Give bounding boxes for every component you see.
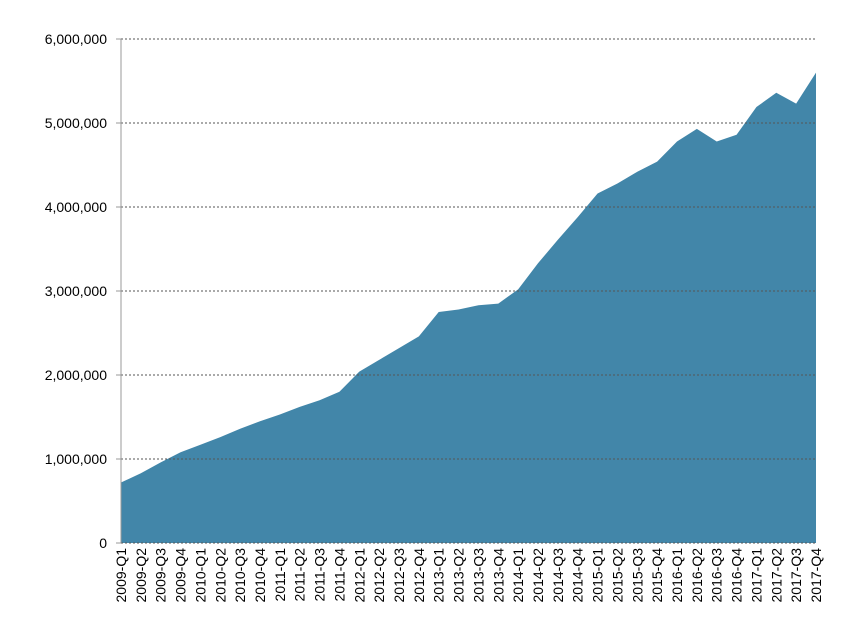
x-tick-label: 2011-Q2: [292, 548, 308, 602]
x-tick-label: 2015-Q2: [609, 548, 625, 603]
x-tick-label: 2017-Q3: [788, 548, 804, 603]
x-tick-label: 2015-Q4: [649, 548, 665, 603]
x-tick-label: 2012-Q2: [371, 548, 387, 603]
x-tick-label: 2010-Q3: [232, 548, 248, 603]
x-tick-label: 2012-Q3: [391, 548, 407, 603]
y-tick-label: 2,000,000: [45, 367, 107, 383]
x-tick-label: 2016-Q2: [689, 548, 705, 603]
x-tick-label: 2016-Q4: [729, 548, 745, 603]
x-tick-label: 2013-Q2: [451, 548, 467, 603]
x-tick-label: 2009-Q1: [113, 548, 129, 603]
x-tick-label: 2010-Q2: [212, 548, 228, 603]
x-tick-label: 2012-Q4: [411, 548, 427, 603]
x-tick-label: 2014-Q1: [510, 548, 526, 603]
x-tick-label: 2015-Q3: [629, 548, 645, 603]
y-tick-label: 1,000,000: [45, 451, 107, 467]
x-tick-label: 2011-Q4: [331, 548, 347, 602]
y-tick-label: 4,000,000: [45, 199, 107, 215]
x-tick-label: 2017-Q1: [748, 548, 764, 603]
x-tick-label: 2013-Q4: [490, 548, 506, 603]
area: [121, 72, 816, 543]
x-tick-label: 2014-Q3: [550, 548, 566, 603]
x-tick-label: 2010-Q4: [252, 548, 268, 603]
x-tick-label: 2017-Q2: [768, 548, 784, 603]
x-tick-label: 2014-Q4: [570, 548, 586, 603]
x-tick-label: 2009-Q2: [133, 548, 149, 603]
x-tick-label: 2015-Q1: [590, 548, 606, 603]
x-tick-label: 2013-Q3: [470, 548, 486, 603]
x-tick-label: 2014-Q2: [530, 548, 546, 603]
y-tick-label: 6,000,000: [45, 31, 107, 47]
x-tick-label: 2017-Q4: [808, 548, 824, 603]
x-tick-label: 2009-Q3: [153, 548, 169, 603]
x-tick-label: 2013-Q1: [431, 548, 447, 603]
x-tick-label: 2010-Q1: [192, 548, 208, 603]
x-tick-label: 2012-Q1: [351, 548, 367, 603]
x-tick-label: 2016-Q1: [669, 548, 685, 603]
y-tick-label: 0: [99, 535, 107, 551]
x-tick-label: 2009-Q4: [173, 548, 189, 603]
x-tick-label: 2011-Q1: [272, 548, 288, 602]
y-tick-label: 5,000,000: [45, 115, 107, 131]
y-tick-label: 3,000,000: [45, 283, 107, 299]
x-tick-label: 2011-Q3: [312, 548, 328, 602]
x-tick-label: 2016-Q3: [709, 548, 725, 603]
